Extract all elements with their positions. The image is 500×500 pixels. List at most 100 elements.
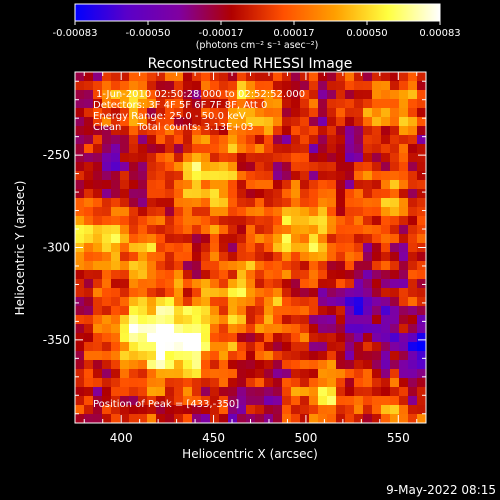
heatmap-cell bbox=[102, 90, 112, 100]
heatmap-cell bbox=[291, 405, 301, 415]
heatmap-cell bbox=[138, 396, 148, 406]
heatmap-cell bbox=[390, 288, 400, 298]
heatmap-cell bbox=[129, 351, 139, 361]
heatmap-cell bbox=[201, 369, 211, 379]
heatmap-cell bbox=[174, 234, 184, 244]
heatmap-cell bbox=[372, 180, 382, 190]
heatmap-cell bbox=[84, 315, 94, 325]
heatmap-cell bbox=[228, 270, 238, 280]
heatmap-cell bbox=[156, 216, 166, 226]
heatmap-cell bbox=[93, 72, 103, 82]
heatmap-cell bbox=[408, 153, 418, 163]
heatmap-cell bbox=[120, 198, 130, 208]
heatmap-cell bbox=[75, 135, 85, 145]
heatmap-cell bbox=[336, 324, 346, 334]
heatmap-cell bbox=[282, 279, 292, 289]
heatmap-cell bbox=[237, 297, 247, 307]
heatmap-cell bbox=[192, 162, 202, 172]
heatmap-cell bbox=[264, 378, 274, 388]
heatmap-cell bbox=[381, 72, 391, 82]
heatmap-cell bbox=[147, 162, 157, 172]
heatmap-cell bbox=[282, 108, 292, 118]
heatmap-cell bbox=[156, 324, 166, 334]
heatmap-cell bbox=[363, 198, 373, 208]
heatmap-cell bbox=[318, 243, 328, 253]
heatmap-cell bbox=[147, 261, 157, 271]
heatmap-cell bbox=[255, 153, 265, 163]
heatmap-cell bbox=[210, 324, 220, 334]
x-tick-label: 500 bbox=[294, 431, 317, 445]
heatmap-cell bbox=[300, 90, 310, 100]
heatmap-cell bbox=[93, 342, 103, 352]
heatmap-cell bbox=[111, 153, 121, 163]
heatmap-cell bbox=[174, 270, 184, 280]
heatmap-cell bbox=[147, 360, 157, 370]
heatmap-cell bbox=[129, 414, 139, 424]
heatmap-cell bbox=[381, 99, 391, 109]
heatmap-cell bbox=[219, 351, 229, 361]
heatmap-cell bbox=[210, 270, 220, 280]
heatmap-cell bbox=[381, 270, 391, 280]
heatmap-cell bbox=[201, 225, 211, 235]
heatmap-cell bbox=[138, 261, 148, 271]
heatmap-cell bbox=[318, 144, 328, 154]
heatmap-cell bbox=[93, 162, 103, 172]
heatmap-cell bbox=[255, 261, 265, 271]
heatmap-cell bbox=[264, 117, 274, 127]
x-axis-ticks bbox=[83, 72, 418, 423]
heatmap-cell bbox=[255, 207, 265, 217]
heatmap-cell bbox=[417, 252, 427, 262]
heatmap-cell bbox=[165, 198, 175, 208]
heatmap-cell bbox=[93, 288, 103, 298]
heatmap-cell bbox=[246, 72, 256, 82]
heatmap-cell bbox=[273, 351, 283, 361]
heatmap-cell bbox=[264, 198, 274, 208]
heatmap-cell bbox=[300, 378, 310, 388]
heatmap-cell bbox=[282, 162, 292, 172]
heatmap-cell bbox=[210, 297, 220, 307]
heatmap-cell bbox=[381, 171, 391, 181]
heatmap-cell bbox=[111, 207, 121, 217]
annotation-energy-range: Energy Range: 25.0 - 50.0 keV bbox=[93, 111, 246, 122]
heatmap-cell bbox=[228, 243, 238, 253]
heatmap-cell bbox=[219, 270, 229, 280]
heatmap-cell bbox=[390, 144, 400, 154]
heatmap-cell bbox=[381, 342, 391, 352]
heatmap-cell bbox=[201, 126, 211, 136]
heatmap-cell bbox=[174, 378, 184, 388]
heatmap-cell bbox=[165, 360, 175, 370]
heatmap-cell bbox=[354, 216, 364, 226]
heatmap-cell bbox=[237, 81, 247, 91]
heatmap-cell bbox=[399, 216, 409, 226]
heatmap-cell bbox=[255, 189, 265, 199]
heatmap-cell bbox=[246, 234, 256, 244]
heatmap-cell bbox=[228, 126, 238, 136]
heatmap-cell bbox=[372, 171, 382, 181]
heatmap-cell bbox=[102, 378, 112, 388]
heatmap-cell bbox=[309, 387, 319, 397]
heatmap-cell bbox=[255, 252, 265, 262]
heatmap-cell bbox=[408, 198, 418, 208]
heatmap-cell bbox=[156, 279, 166, 289]
heatmap-cell bbox=[246, 90, 256, 100]
heatmap-cell bbox=[129, 162, 139, 172]
heatmap-cell bbox=[183, 360, 193, 370]
heatmap-cell bbox=[93, 207, 103, 217]
heatmap-cell bbox=[264, 243, 274, 253]
heatmap-cell bbox=[354, 108, 364, 118]
heatmap-cell bbox=[282, 90, 292, 100]
heatmap-cell bbox=[174, 369, 184, 379]
heatmap-cell bbox=[84, 108, 94, 118]
heatmap-cell bbox=[210, 351, 220, 361]
heatmap-cell bbox=[75, 216, 85, 226]
heatmap-cell bbox=[399, 81, 409, 91]
heatmap-cell bbox=[381, 225, 391, 235]
heatmap-cell bbox=[381, 135, 391, 145]
heatmap-cell bbox=[399, 315, 409, 325]
heatmap-cell bbox=[156, 198, 166, 208]
heatmap-cell bbox=[264, 261, 274, 271]
heatmap-cell bbox=[102, 252, 112, 262]
heatmap-cell bbox=[273, 162, 283, 172]
heatmap-cell bbox=[372, 306, 382, 316]
